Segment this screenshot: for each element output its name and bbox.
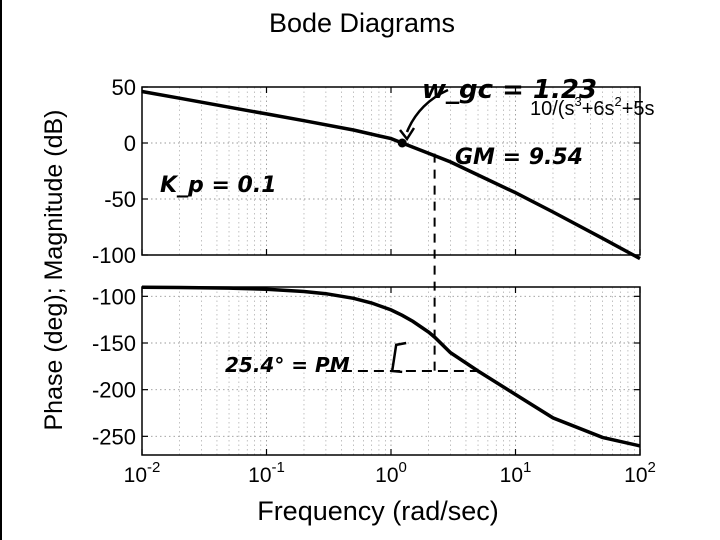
phase-grid (142, 287, 640, 455)
kp-annotation: K_p = 0.1 (160, 173, 277, 198)
magnitude-grid (142, 87, 640, 255)
wgc-arrow-line (405, 88, 449, 133)
y-tick-label: -150 (92, 331, 136, 356)
phase-panel: -100 -150 -200 -250 (92, 284, 641, 456)
y-tick-label: -200 (92, 378, 136, 403)
y-tick-label: -250 (92, 424, 136, 449)
chart-title: Bode Diagrams (269, 8, 455, 38)
x-tick-labels: 10-2 10-1 100 101 102 (124, 87, 656, 487)
pm-annotation: 25.4° = PM (225, 353, 350, 377)
magnitude-y-ticks: 50 0 -50 -100 (92, 75, 640, 268)
y-tick-label: 50 (112, 75, 136, 100)
gm-annotation: GM = 9.54 (455, 145, 583, 170)
left-border (0, 0, 2, 540)
y-axis-label: Phase (deg); Magnitude (dB) (40, 109, 68, 430)
y-tick-label: -50 (104, 187, 136, 212)
x-tick-label: 101 (500, 459, 532, 487)
pm-bracket (390, 341, 407, 374)
magnitude-panel: 50 0 -50 -100 (92, 75, 641, 268)
gain-crossover-point (397, 138, 407, 148)
phase-y-ticks: -100 -150 -200 -250 (92, 284, 640, 449)
x-tick-label: 100 (375, 459, 407, 487)
x-axis-label: Frequency (rad/sec) (257, 496, 499, 526)
transfer-function-label: 10/(s3+6s2+5s (530, 94, 655, 120)
handwritten-annotations: w_gc = 1.23 K_p = 0.1 GM = 9.54 25.4° = … (160, 75, 597, 377)
x-tick-label: 10-2 (124, 459, 161, 487)
y-tick-label: -100 (92, 284, 136, 309)
x-tick-label: 10-1 (248, 459, 285, 487)
wgc-annotation: w_gc = 1.23 (422, 75, 597, 105)
x-tick-label: 102 (624, 459, 656, 487)
y-tick-label: -100 (92, 243, 136, 268)
wgc-arrow-head (399, 127, 416, 142)
y-tick-label: 0 (124, 131, 136, 156)
